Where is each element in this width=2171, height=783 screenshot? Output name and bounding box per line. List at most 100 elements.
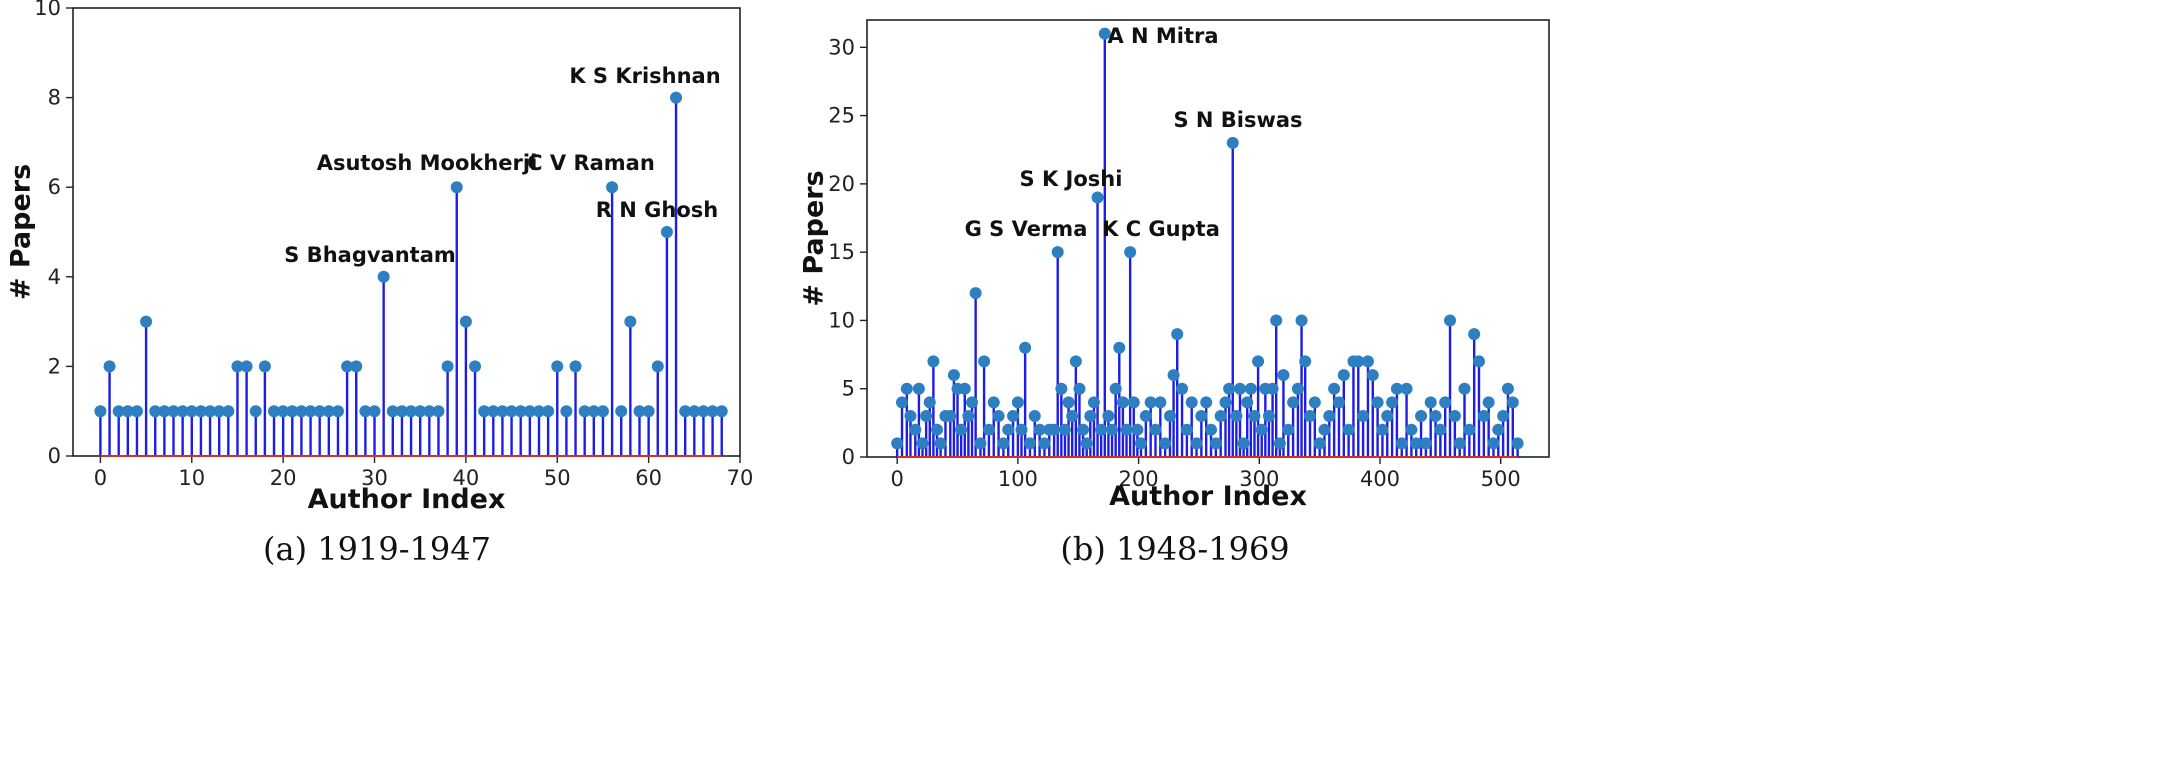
data-point [1492,423,1505,436]
y-tick-label: 5 [842,377,855,401]
data-point [1497,410,1510,423]
data-point [1038,437,1051,450]
data-point [377,270,390,283]
data-point [1511,437,1524,450]
data-point [651,360,664,373]
data-point [1084,410,1097,423]
data-point [523,405,536,418]
data-point [1106,423,1119,436]
data-point [569,360,582,373]
annotation-label: S Bhagvantam [284,243,456,267]
y-tick-label: 10 [34,0,61,20]
data-point [1023,437,1036,450]
data-point [176,405,189,418]
data-point [1419,437,1432,450]
data-point [1214,410,1227,423]
y-tick-label: 30 [828,35,855,59]
data-point [1270,314,1283,327]
data-point [130,405,143,418]
data-point [542,405,555,418]
data-point [1400,382,1413,395]
data-point [231,360,244,373]
y-axis-label: # Papers [5,164,36,300]
data-point [1139,410,1152,423]
data-point [969,287,982,300]
data-point [1237,437,1250,450]
figure-caption: (b) 1948-1969 [1060,530,1289,568]
x-tick-label: 300 [1239,467,1279,491]
data-point [1113,341,1126,354]
data-point [912,382,925,395]
data-point [368,405,381,418]
data-point [268,405,281,418]
data-point [514,405,527,418]
data-point [1332,396,1345,409]
data-point [1244,382,1257,395]
data-point [1273,437,1286,450]
data-point [322,405,335,418]
data-point [441,360,454,373]
data-point [1328,382,1341,395]
y-axis-label: # Papers [798,170,829,306]
data-point [1109,382,1122,395]
data-point [1120,423,1133,436]
data-point [478,405,491,418]
data-point [121,405,134,418]
data-point [891,437,904,450]
x-tick-label: 100 [998,467,1038,491]
data-point [277,405,290,418]
data-point [1080,437,1093,450]
data-point [1062,396,1075,409]
data-point [615,405,628,418]
data-point [904,410,917,423]
data-point [459,315,472,328]
data-point [706,405,719,418]
data-point [596,405,609,418]
data-point [1313,437,1326,450]
data-point [1098,27,1111,40]
x-tick-label: 40 [453,466,480,490]
data-point [1077,423,1090,436]
data-point [1266,382,1279,395]
data-point [1051,246,1064,259]
data-point [167,405,180,418]
data-point [185,405,198,418]
data-point [982,423,995,436]
data-point [1501,382,1514,395]
y-tick-label: 25 [828,104,855,128]
data-point [920,410,933,423]
data-point [1048,423,1061,436]
data-point [560,405,573,418]
data-point [909,423,922,436]
y-tick-label: 4 [48,265,61,289]
data-point [1458,382,1471,395]
data-point [1131,423,1144,436]
data-point [1171,328,1184,341]
data-point [1357,410,1370,423]
data-point [1424,396,1437,409]
data-point [1299,355,1312,368]
data-point [947,369,960,382]
data-point [1410,437,1423,450]
data-point [532,405,545,418]
data-point [1223,382,1236,395]
data-point [987,396,1000,409]
data-point [587,405,600,418]
data-point [1463,423,1476,436]
data-point [341,360,354,373]
data-point [1468,328,1481,341]
data-point [916,437,929,450]
data-point [1195,410,1208,423]
chart-panel-b: 0 100 200 300 400 500 0 5 10 15 20 25 30 A N Mitra S N… [798,19,1550,568]
x-tick-label: 20 [270,466,297,490]
x-tick-label: 60 [635,466,662,490]
y-tick-label: 0 [842,445,855,469]
annotation-label: K S Krishnan [569,64,720,88]
data-point [1180,423,1193,436]
y-tick-label: 2 [48,354,61,378]
data-point [900,382,913,395]
data-point [1102,410,1115,423]
data-point [1262,410,1275,423]
data-point [1176,382,1189,395]
data-point [670,91,683,104]
